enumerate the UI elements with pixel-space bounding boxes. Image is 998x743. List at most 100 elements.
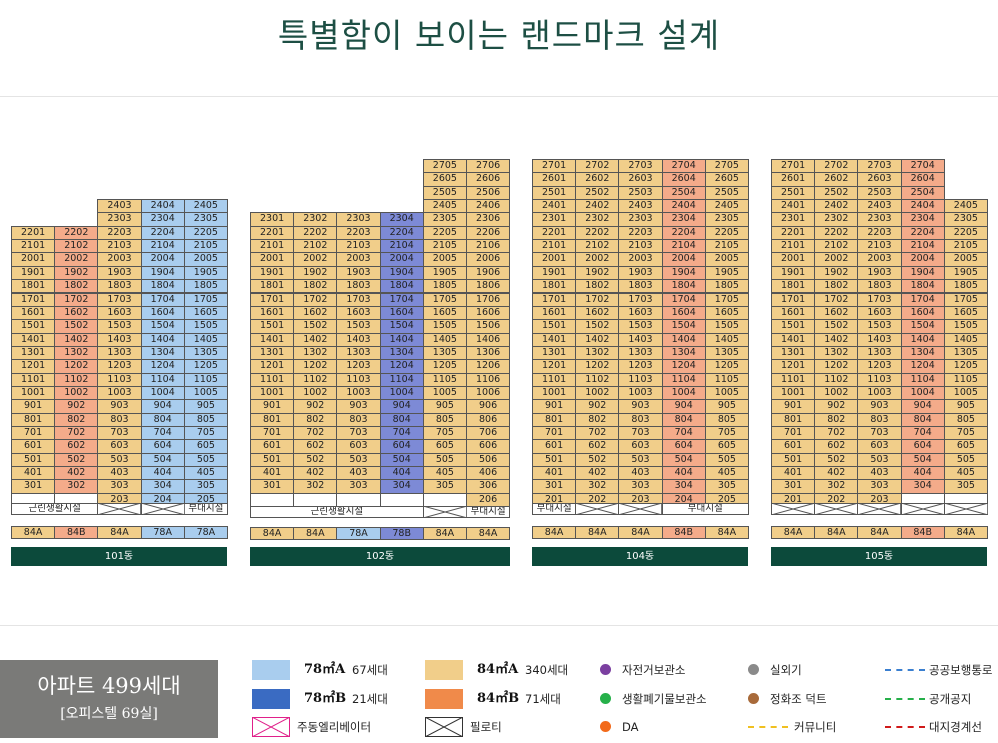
unit-cell: 1004: [661, 385, 706, 401]
facility-label: 부대시설: [466, 506, 511, 518]
unit-cell: 2102: [814, 239, 859, 254]
unit-cell: 405: [183, 466, 228, 481]
unit-cell: 305: [183, 479, 228, 494]
unit-cell: 506: [466, 452, 511, 468]
unit-cell: 301: [11, 479, 56, 494]
unit-cell: 505: [943, 452, 988, 468]
unit-type-cell: 84A: [857, 526, 902, 539]
piloti-cross-icon: [140, 503, 185, 515]
unit-cell: 2301: [532, 212, 577, 227]
unit-cell: 1202: [814, 359, 859, 374]
piloti-cross-icon: [618, 503, 663, 515]
unit-cell: 1605: [943, 305, 988, 321]
unit-cell: 2403: [857, 199, 902, 214]
unit-cell: 2101: [11, 239, 56, 254]
unit-cell: 2304: [379, 212, 424, 227]
unit-cell: 704: [140, 426, 185, 441]
unit-cell: 606: [466, 439, 511, 454]
unit-cell: 305: [943, 479, 988, 494]
unit-cell: 1201: [771, 359, 816, 374]
legend-da: DA: [600, 717, 740, 737]
legend-78b: 78㎡B 21세대: [252, 689, 412, 709]
piloti-cross-icon: [771, 503, 816, 515]
unit-cell: 1901: [11, 265, 56, 281]
unit-cell: 601: [250, 439, 295, 454]
unit-type-cell: 84A: [11, 526, 56, 539]
unit-cell: 1906: [466, 265, 511, 281]
unit-cell: 803: [618, 412, 663, 427]
unit-cell: 2706: [466, 159, 511, 174]
unit-cell: 2006: [466, 252, 511, 267]
unit-cell: 1806: [466, 279, 511, 294]
unit-cell: 1902: [54, 265, 99, 281]
unit-cell: 1403: [618, 332, 663, 347]
unit-cell: 1801: [11, 279, 56, 294]
unit-cell: 703: [618, 426, 663, 441]
unit-cell: 303: [97, 479, 142, 494]
unit-cell: 2404: [900, 199, 945, 214]
unit-cell: 505: [704, 452, 749, 468]
legend-84b-count: 71세대: [525, 692, 561, 706]
unit-cell: 2602: [575, 172, 620, 187]
unit-cell: 305: [704, 479, 749, 494]
unit-cell: 2702: [575, 159, 620, 174]
unit-cell: 1004: [140, 385, 185, 401]
unit-cell: 303: [336, 479, 381, 494]
unit-cell: 1105: [422, 372, 467, 387]
unit-cell: 405: [943, 466, 988, 481]
bicycle-dot-icon: [600, 664, 611, 675]
unit-cell: 1003: [618, 385, 663, 401]
unit-cell: 2505: [422, 185, 467, 201]
piloti-cross-icon: [422, 506, 467, 518]
unit-cell: 1903: [618, 265, 663, 281]
unit-cell: 1105: [943, 372, 988, 387]
legend-elevator-label: 주동엘리베이터: [297, 720, 372, 734]
unit-cell: 902: [293, 399, 338, 414]
unit-cell: 2302: [814, 212, 859, 227]
unit-cell: 2204: [661, 225, 706, 241]
unit-cell: 1502: [293, 319, 338, 334]
unit-cell: 1604: [900, 305, 945, 321]
piloti-cross-icon: [943, 503, 988, 515]
unit-cell: 2205: [704, 225, 749, 241]
piloti-cross-icon: [814, 503, 859, 515]
unit-cell: 404: [140, 466, 185, 481]
unit-cell: 2101: [771, 239, 816, 254]
unit-cell: 2203: [97, 225, 142, 241]
legend-community: 커뮤니티: [748, 717, 878, 737]
unit-cell: 503: [97, 452, 142, 468]
legend-outdoor-unit-label: 실외기: [770, 663, 802, 677]
unit-cell: 2102: [54, 239, 99, 254]
unit-cell: 1706: [466, 292, 511, 307]
legend-open-space: 공개공지: [885, 689, 998, 709]
unit-cell: 802: [54, 412, 99, 427]
unit-cell: 2102: [293, 239, 338, 254]
unit-cell: 1803: [857, 279, 902, 294]
unit-cell: 1404: [140, 332, 185, 347]
unit-type-cell: 84B: [661, 526, 706, 539]
unit-cell: 1205: [704, 359, 749, 374]
unit-cell: 2405: [422, 199, 467, 214]
unit-cell: 1001: [250, 385, 295, 401]
unit-cell: 2306: [466, 212, 511, 227]
unit-cell: 1001: [771, 385, 816, 401]
unit-cell: 2301: [250, 212, 295, 227]
unit-cell: 1402: [575, 332, 620, 347]
unit-cell: 2405: [704, 199, 749, 214]
unit-cell: 701: [11, 426, 56, 441]
unit-type-cell: 78B: [379, 527, 424, 540]
unit-cell: 1805: [704, 279, 749, 294]
unit-cell: 1605: [183, 305, 228, 321]
unit-cell: 1301: [532, 345, 577, 361]
legend-78b-size: 78㎡B: [304, 691, 347, 706]
unit-cell: 1302: [814, 345, 859, 361]
legend-piloti-label: 필로티: [470, 720, 502, 734]
unit-cell: 1703: [97, 292, 142, 307]
unit-cell: 2403: [618, 199, 663, 214]
unit-cell: 1401: [250, 332, 295, 347]
unit-cell: 2002: [293, 252, 338, 267]
unit-cell: 2506: [466, 185, 511, 201]
unit-cell: 1405: [704, 332, 749, 347]
legend-84a-count: 340세대: [525, 663, 569, 677]
unit-cell: 1804: [661, 279, 706, 294]
